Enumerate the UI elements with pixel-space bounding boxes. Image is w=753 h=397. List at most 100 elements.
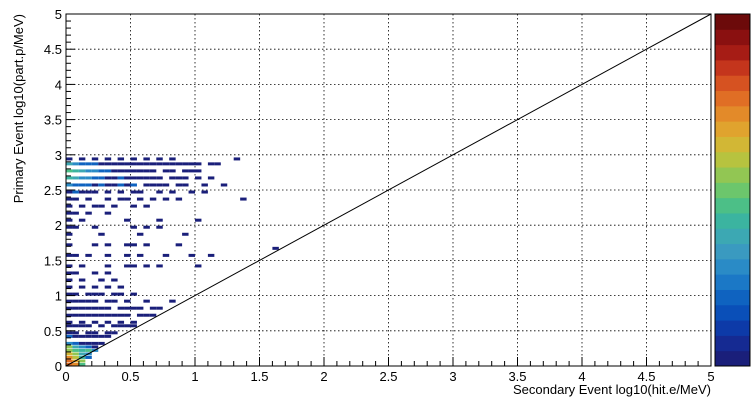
heatmap-cell [91, 334, 99, 338]
heatmap-cell [72, 162, 79, 166]
heatmap-cell [136, 232, 144, 236]
heatmap-cell [143, 264, 150, 268]
heatmap-cell [130, 320, 137, 324]
heatmap-cell [72, 306, 79, 310]
heatmap-cell [66, 197, 73, 201]
heatmap-cell [104, 334, 112, 338]
heatmap-cell [78, 204, 86, 208]
heatmap-cell [149, 162, 157, 166]
heatmap-cell [124, 169, 131, 173]
heatmap-cell [111, 331, 118, 335]
heatmap-cell [78, 363, 86, 366]
heatmap-cell [78, 352, 86, 356]
heatmap-cell [72, 169, 79, 173]
heatmap-cell [124, 324, 131, 328]
heatmap-cell [66, 352, 73, 356]
heatmap-cell [124, 243, 131, 247]
heatmap-cell [72, 355, 79, 359]
heatmap-cell [66, 264, 73, 268]
heatmap-cell [117, 313, 125, 317]
heatmap-cell [156, 218, 163, 222]
heatmap-cell [66, 169, 73, 173]
heatmap-cell [72, 253, 79, 257]
palette-segment [715, 243, 750, 260]
heatmap-cell [66, 345, 73, 349]
axis-ticks: 0 0.5 1 1.5 2 2.5 3 3.5 4 4.5 5 0 0.5 1 1.5 2 2.5 3 3.5 4 4.… [44, 7, 715, 384]
heatmap-cell [182, 183, 189, 187]
heatmap-cell [78, 162, 86, 166]
heatmap-cell [104, 190, 112, 194]
heatmap-cell [130, 264, 137, 268]
heatmap-cell [117, 285, 125, 289]
heatmap-cell [85, 169, 92, 173]
palette-segment [715, 320, 750, 336]
heatmap-cell [111, 204, 118, 208]
heatmap-cell [78, 264, 86, 268]
heatmap-cell [188, 169, 195, 173]
heatmap-cell [143, 169, 150, 173]
heatmap-cell [98, 162, 105, 166]
heatmap-cell [91, 162, 99, 166]
heatmap-cell [111, 299, 118, 303]
heatmap-cell [104, 313, 112, 317]
heatmap-cell [117, 292, 125, 296]
heatmap-cell [143, 176, 150, 180]
diagonal-reference-line [65, 13, 712, 367]
heatmap-cell [130, 225, 137, 229]
heatmap-cell [143, 157, 150, 161]
palette-segment [715, 121, 750, 137]
heatmap-cell [91, 313, 99, 317]
heatmap-cell [72, 190, 79, 194]
palette-segment [715, 59, 750, 76]
heatmap-cell [66, 211, 73, 215]
x-tick-label: 1.5 [250, 369, 268, 384]
heatmap-cell [117, 324, 125, 328]
heatmap-cell [66, 218, 73, 222]
heatmap-cell [98, 313, 105, 317]
heatmap-cell [78, 157, 86, 161]
heatmap-cell [72, 225, 79, 229]
heatmap-cell [195, 169, 202, 173]
palette-segment [715, 182, 750, 199]
heatmap-cell [91, 320, 99, 324]
heatmap-cell [98, 176, 105, 180]
heatmap-cell [78, 313, 86, 317]
heatmap-cell [91, 176, 99, 180]
heatmap-cell [78, 169, 86, 173]
heatmap-cell [66, 324, 73, 328]
palette-segment [715, 29, 750, 46]
heatmap-cell [66, 190, 73, 194]
heatmap-cell [72, 292, 79, 296]
heatmap-cell [220, 183, 228, 187]
heatmap-cell [175, 183, 183, 187]
heatmap-cell [91, 190, 99, 194]
heatmap-cell [78, 278, 86, 282]
heatmap-cell [91, 299, 99, 303]
heatmap-cell [66, 162, 73, 166]
heatmap-cell [117, 162, 125, 166]
heatmap-cell [104, 253, 112, 257]
palette-segment [715, 350, 750, 367]
heatmap-cell [85, 253, 92, 257]
heatmap-cell [117, 320, 125, 324]
heatmap-cell [72, 341, 79, 345]
heatmap-cell [169, 162, 176, 166]
x-tick-label: 0.5 [121, 369, 139, 384]
heatmap-cell [72, 271, 79, 275]
heatmap-cell [66, 292, 73, 296]
heatmap-cell [66, 313, 73, 317]
heatmap-cell [85, 162, 92, 166]
heatmap-cell [78, 299, 86, 303]
heatmap-cell [98, 204, 105, 208]
palette-segment [715, 136, 750, 153]
heatmap-cell [156, 157, 163, 161]
palette-segment [715, 258, 750, 275]
heatmap-cell [85, 334, 92, 338]
y-tick-label: 0.5 [44, 324, 62, 339]
heatmap-cell [143, 243, 150, 247]
heatmap-cell [72, 334, 79, 338]
heatmap-cell [98, 306, 105, 310]
heatmap-cell [78, 324, 86, 328]
